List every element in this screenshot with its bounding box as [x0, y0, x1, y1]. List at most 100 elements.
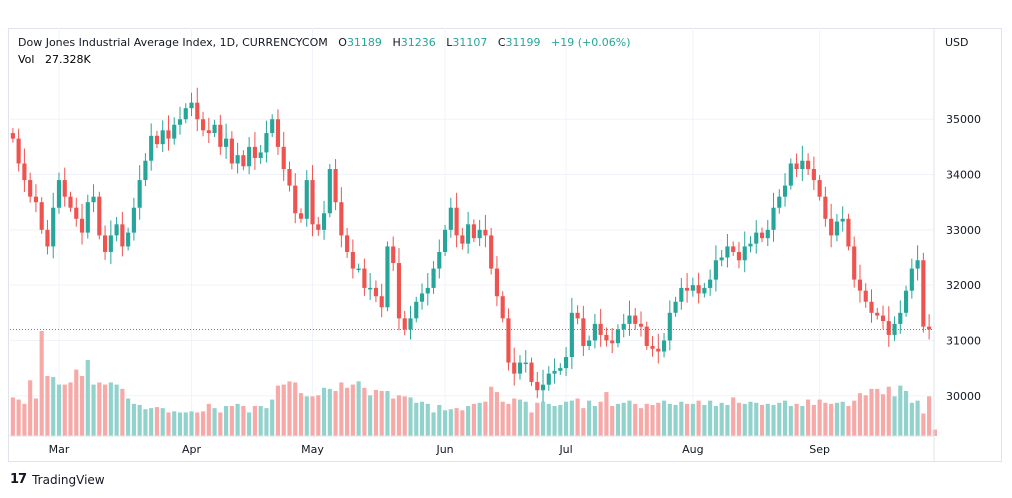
volume-bar — [863, 395, 868, 436]
volume-bar — [350, 384, 355, 436]
volume-bar — [195, 412, 200, 436]
volume-bar — [898, 385, 903, 436]
candle — [558, 363, 563, 375]
open-value: 31189 — [346, 36, 382, 49]
volume-bar — [494, 392, 500, 436]
candle — [235, 142, 240, 174]
volume-bar — [425, 403, 430, 436]
candle — [362, 258, 367, 296]
volume-bar — [321, 387, 327, 436]
time-axis[interactable]: Mar Apr May Jun Jul Aug Sep — [8, 435, 934, 456]
candle — [103, 225, 108, 260]
volume-bar — [466, 406, 471, 436]
volume-bar — [713, 406, 718, 436]
volume-bar — [460, 410, 465, 436]
volume-bar — [777, 402, 782, 436]
volume-bar — [68, 382, 73, 436]
candle — [540, 369, 546, 403]
volume-bar — [604, 392, 609, 436]
candle — [736, 242, 742, 269]
volume-bar — [673, 404, 678, 436]
volume-bar — [869, 388, 874, 436]
close-value: 31199 — [505, 36, 541, 49]
volume-bar — [120, 388, 125, 436]
currency-label: USD — [945, 36, 969, 49]
tradingview-brand[interactable]: 17 TradingView — [10, 472, 105, 487]
volume-bar — [229, 406, 234, 436]
candle — [546, 366, 551, 391]
volume-bar — [241, 406, 246, 436]
candle — [356, 263, 361, 273]
volume-bar — [587, 400, 592, 436]
price-axis[interactable]: 30000 31000 32000 33000 34000 35000 — [933, 28, 981, 462]
candle — [903, 285, 909, 317]
volume-bar — [615, 403, 621, 436]
volume-bar — [581, 408, 586, 436]
candle — [33, 184, 39, 213]
volume-bar — [840, 401, 845, 436]
volume-bar — [736, 402, 742, 436]
volume-bar — [880, 394, 886, 436]
candle — [575, 305, 580, 325]
chart-frame — [8, 28, 1002, 462]
candle — [74, 197, 79, 227]
candle — [16, 128, 21, 172]
volume-bar — [650, 404, 655, 436]
volume-bar — [396, 395, 402, 436]
volume-bar — [621, 402, 626, 436]
candle — [581, 305, 586, 356]
volume-bar — [345, 387, 350, 436]
candle — [120, 211, 125, 257]
candle — [685, 272, 690, 303]
volume-bar — [523, 401, 528, 436]
candle — [437, 239, 442, 279]
volume-bar — [235, 403, 240, 436]
candle — [22, 148, 27, 193]
volume-bar — [270, 399, 275, 436]
volume-bar — [103, 384, 108, 436]
candle — [172, 117, 177, 145]
volume-bar — [794, 403, 799, 436]
tradingview-logo-icon: 17 — [10, 472, 27, 487]
volume-bar — [667, 403, 672, 436]
volume-bar — [143, 409, 148, 436]
volume-bar — [875, 388, 880, 436]
candle — [97, 191, 102, 240]
volume-bar — [154, 407, 160, 436]
volume-bar — [592, 406, 597, 436]
volume-bar — [258, 406, 263, 436]
y-tick-label: 33000 — [946, 224, 981, 237]
volume-bar — [725, 404, 730, 436]
volume-bar — [419, 401, 425, 436]
grid-lines — [10, 28, 934, 436]
candle — [638, 311, 644, 337]
candle — [379, 283, 384, 318]
candle — [448, 197, 453, 238]
candle — [177, 106, 183, 135]
candle — [287, 161, 292, 192]
symbol-title[interactable]: Dow Jones Industrial Average Index, 1D, … — [18, 36, 328, 49]
volume-bar — [932, 429, 937, 436]
candle — [731, 241, 736, 256]
volume-bar — [448, 409, 453, 436]
candle — [621, 313, 626, 338]
candle — [725, 233, 730, 268]
candle — [391, 236, 396, 271]
volume-bar — [529, 412, 534, 436]
candle — [91, 184, 96, 213]
high-label: H — [392, 36, 401, 49]
candle — [241, 150, 246, 171]
candle — [206, 117, 211, 144]
candle — [189, 92, 194, 117]
volume-bar — [85, 359, 90, 436]
candle — [229, 131, 234, 170]
candle — [45, 219, 50, 255]
candle — [350, 239, 355, 279]
candle — [489, 227, 494, 275]
candle — [535, 371, 540, 399]
volume-bar — [661, 400, 667, 436]
volume-bar — [656, 402, 661, 436]
candle — [131, 197, 136, 241]
volume-bar — [264, 408, 269, 436]
